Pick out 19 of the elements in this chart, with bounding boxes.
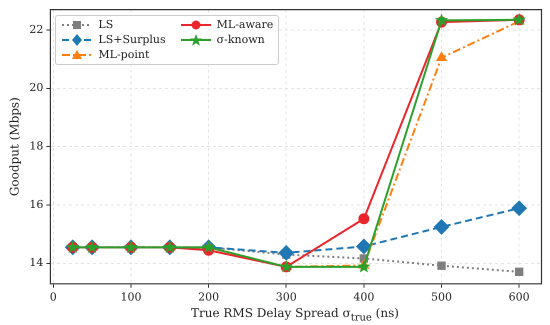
x-tick-label: 400 <box>353 290 374 304</box>
x-tick-label: 600 <box>508 290 530 304</box>
legend-label: ML-point <box>98 48 150 62</box>
legend-label: ML-aware <box>216 18 274 32</box>
y-tick-label: 18 <box>29 140 44 153</box>
x-tick-label: 100 <box>120 290 142 304</box>
x-tick-label: 300 <box>276 290 297 304</box>
y-tick-label: 14 <box>29 256 44 270</box>
y-tick-label: 16 <box>29 198 44 211</box>
x-tick-label: 200 <box>198 290 220 304</box>
y-axis-title: Goodput (Mbps) <box>7 97 22 196</box>
x-axis-title: True RMS Delay Spread σ$_{true}$ (ns) <box>190 306 400 323</box>
y-tick-label: 20 <box>29 81 44 94</box>
x-tick-label: 0 <box>50 290 57 304</box>
legend-label: σ-known <box>216 33 265 46</box>
x-tick-label: 500 <box>431 290 452 304</box>
y-tick-label: 22 <box>29 22 44 36</box>
legend-label: LS+Surplus <box>98 33 166 46</box>
legend-label: LS <box>98 18 114 32</box>
